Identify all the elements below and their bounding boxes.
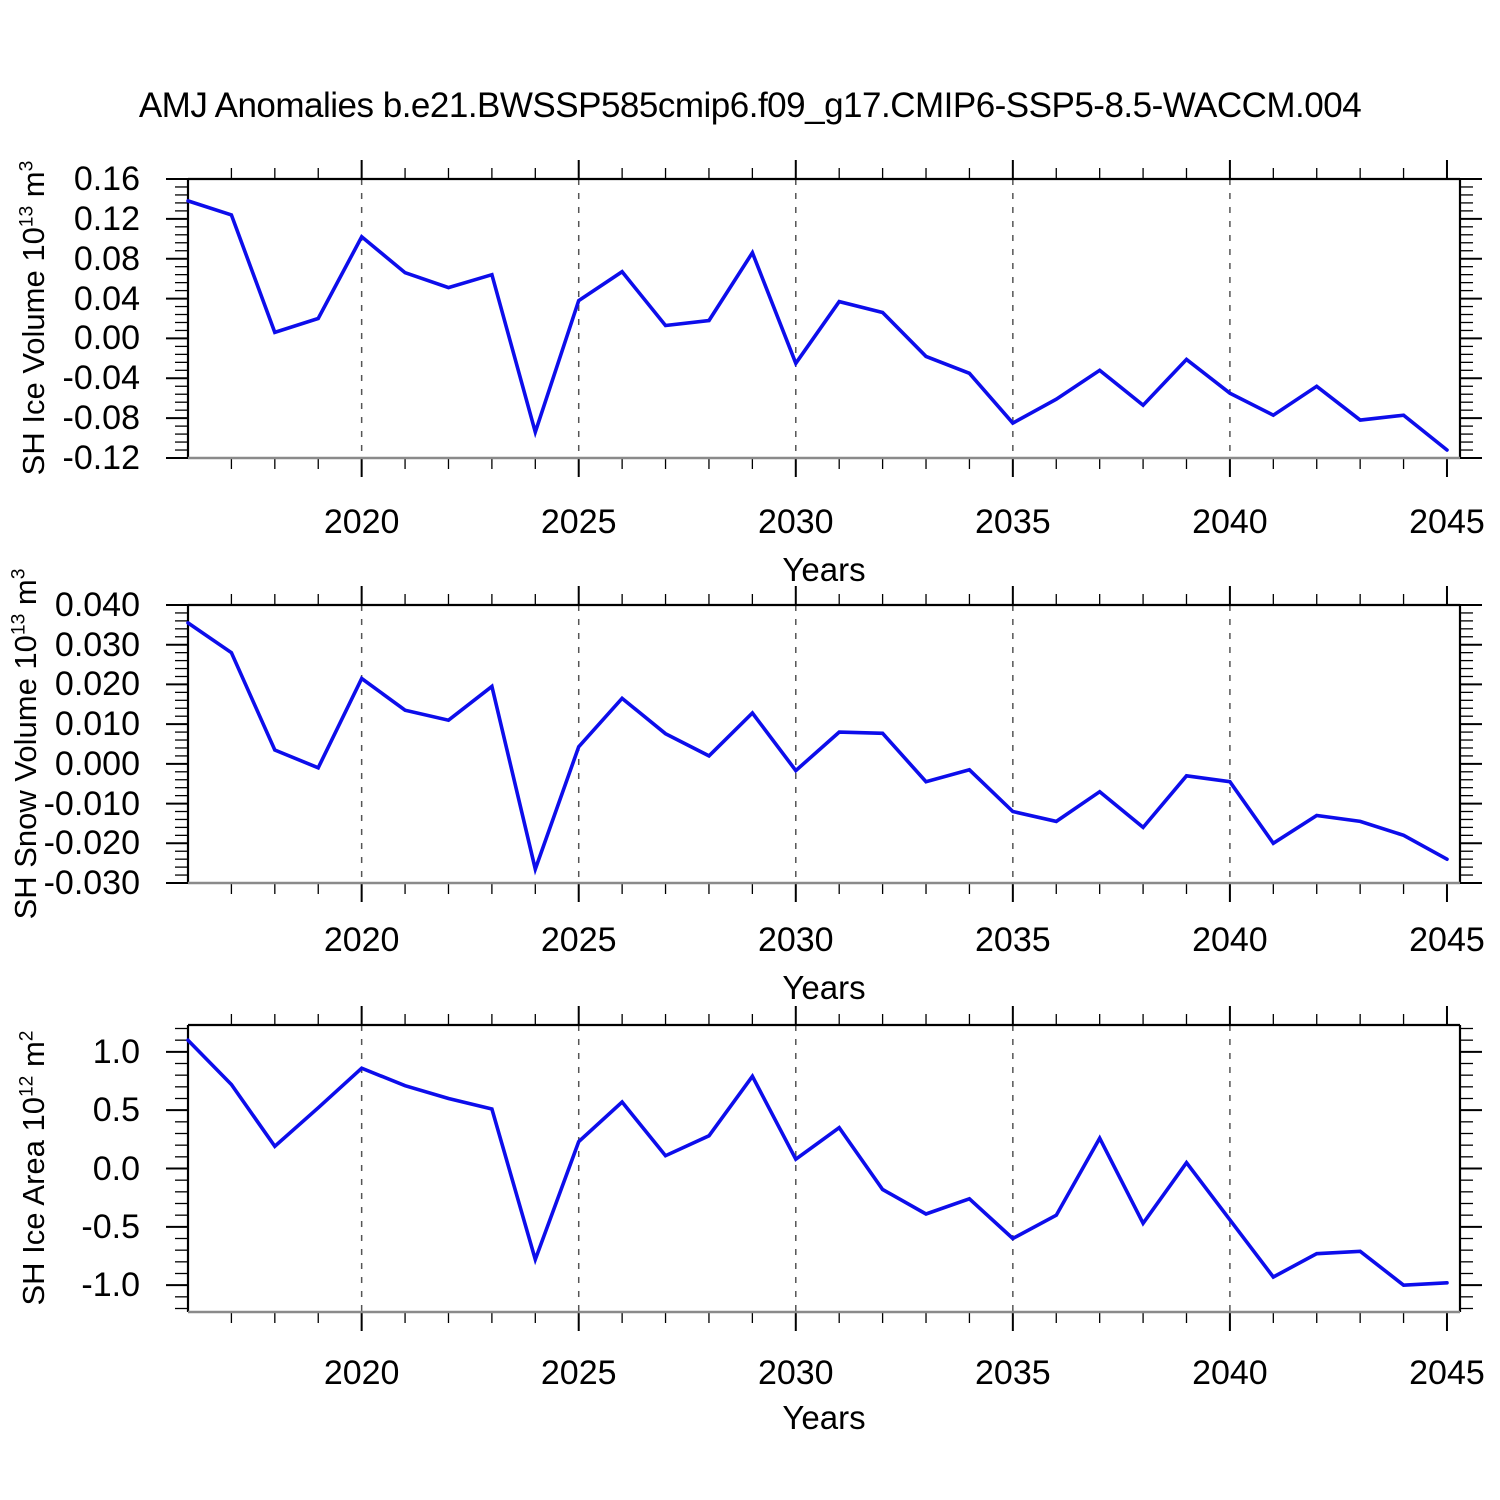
y-tick-label: 1.0: [92, 1032, 140, 1071]
data-line-sh-ice-area: [186, 1038, 1449, 1288]
x-tick-label: 2025: [540, 921, 617, 959]
y-tick-label: 0.08: [73, 239, 140, 278]
panel-sh-ice-volume: [166, 160, 1482, 477]
y-tick-label: -0.010: [43, 784, 140, 823]
x-tick-label: 2045: [1409, 1354, 1485, 1392]
x-tick-label: 2020: [323, 1354, 400, 1392]
y-tick-label: -0.020: [43, 824, 140, 863]
y-tick-label: 0.04: [73, 279, 140, 318]
y-tick-label: -0.12: [62, 439, 141, 477]
y-tick-label: -1.0: [81, 1266, 140, 1305]
x-tick-label: 2040: [1192, 921, 1268, 959]
y-tick-label: 0.030: [54, 625, 140, 664]
x-tick-label: 2035: [975, 921, 1051, 959]
x-axis-title-3: Years: [782, 1399, 866, 1436]
y-tick-label: -0.04: [62, 359, 141, 398]
x-tick-label: 2020: [323, 921, 400, 959]
panel-sh-snow-volume: [166, 586, 1482, 902]
x-axis-title-2: Years: [782, 969, 866, 1006]
x-axis-title-1: Years: [782, 551, 866, 588]
x-tick-label: 2035: [975, 1354, 1051, 1392]
y-tick-label: 0.010: [54, 705, 140, 744]
x-tick-label: 2045: [1409, 503, 1485, 541]
x-tick-label: 2040: [1192, 503, 1268, 541]
y-tick-label: -0.08: [62, 399, 141, 438]
y-axis-title-ice-volume: SH Ice Volume 1013 m3: [16, 160, 51, 476]
y-tick-label: -0.5: [81, 1207, 140, 1246]
y-tick-label: 0.0: [92, 1149, 140, 1188]
ticks: [166, 160, 1482, 477]
chart-title: AMJ Anomalies b.e21.BWSSP585cmip6.f09_g1…: [138, 86, 1362, 125]
y-tick-label: 0.020: [54, 665, 140, 704]
data-line-sh-ice-volume: [186, 199, 1449, 452]
x-tick-label: 2020: [323, 503, 400, 541]
x-tick-label: 2025: [540, 503, 617, 541]
panel-sh-ice-area: [166, 1006, 1482, 1331]
y-tick-label: 0.040: [54, 586, 140, 624]
y-tick-label: 0.000: [54, 744, 140, 783]
x-tick-label: 2030: [757, 1354, 834, 1392]
x-tick-label: 2035: [975, 503, 1051, 541]
x-tick-label: 2045: [1409, 921, 1485, 959]
y-tick-label: 0.5: [92, 1091, 140, 1130]
ticks: [166, 1006, 1482, 1331]
y-tick-label: -0.030: [43, 864, 140, 902]
ticks: [166, 586, 1482, 902]
y-tick-label: 0.12: [73, 199, 140, 238]
x-tick-label: 2040: [1192, 1354, 1268, 1392]
x-tick-label: 2030: [757, 921, 834, 959]
x-tick-label: 2025: [540, 1354, 617, 1392]
data-line-sh-snow-volume: [186, 621, 1449, 876]
x-tick-label: 2030: [757, 503, 834, 541]
y-tick-label: 0.00: [73, 319, 140, 358]
y-tick-label: 0.16: [73, 160, 140, 198]
